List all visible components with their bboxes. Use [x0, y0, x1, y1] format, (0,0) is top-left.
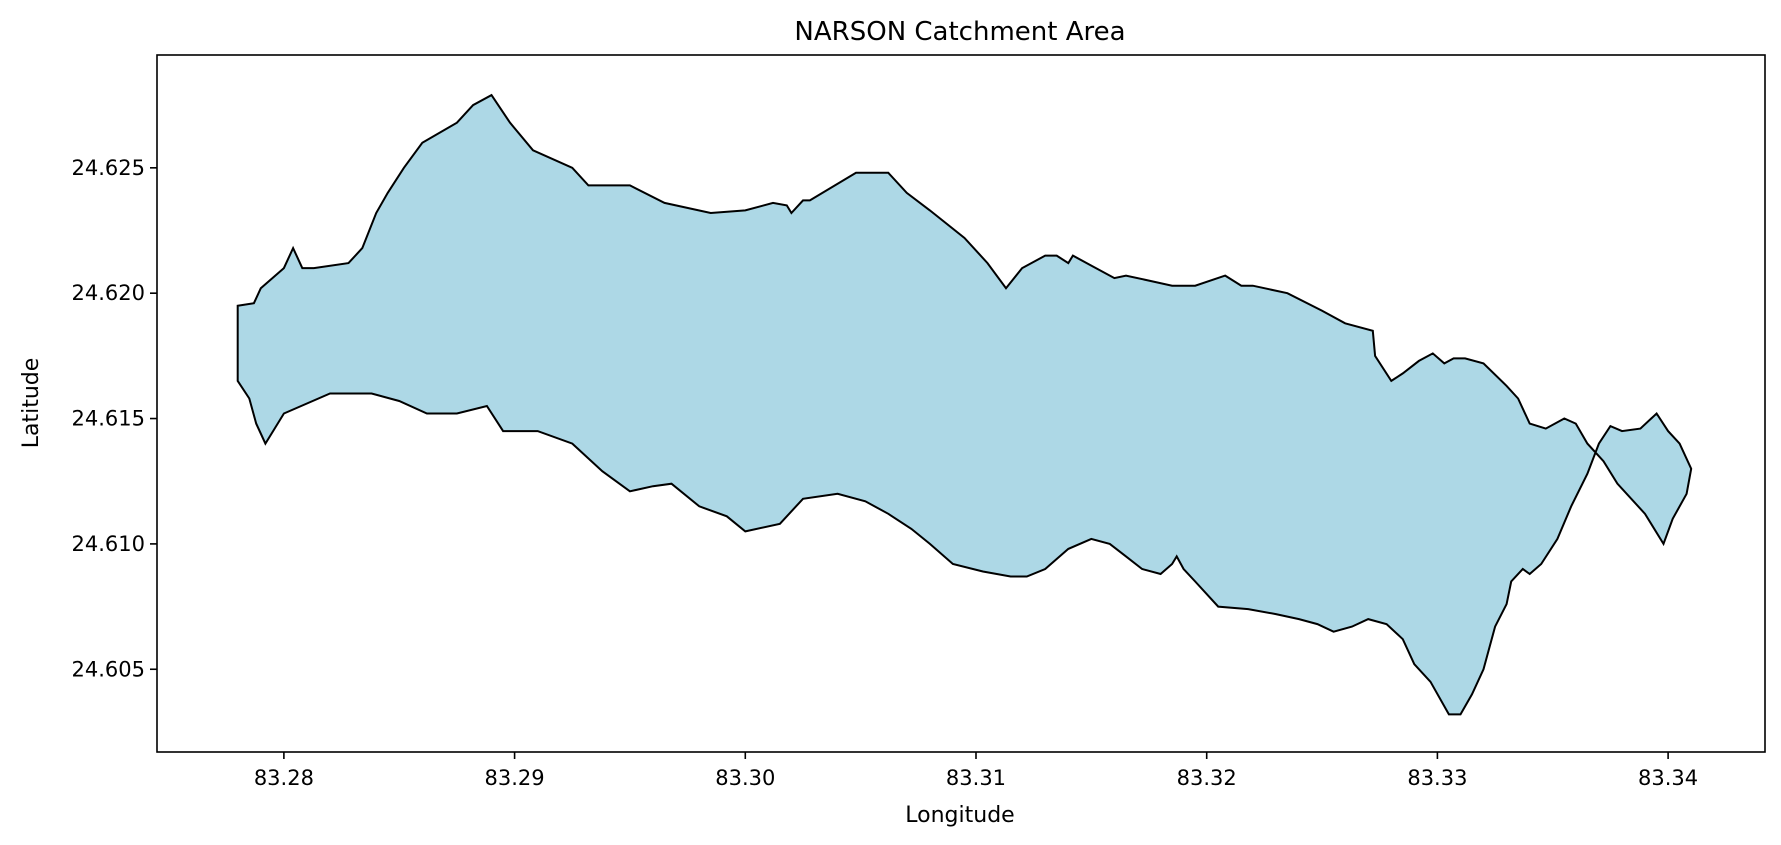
y-axis-label: Latitude [19, 358, 44, 449]
y-tick-label: 24.625 [72, 156, 145, 180]
x-tick-label: 83.31 [946, 766, 1006, 790]
x-axis-label: Longitude [905, 803, 1014, 828]
x-tick-label: 83.34 [1638, 766, 1698, 790]
x-tick-label: 83.32 [1177, 766, 1237, 790]
x-tick-label: 83.30 [715, 766, 775, 790]
plot-frame [156, 54, 1766, 753]
x-tick-label: 83.29 [485, 766, 545, 790]
y-tick-label: 24.605 [72, 657, 145, 681]
chart-title: NARSON Catchment Area [794, 17, 1125, 47]
x-axis-ticks: 83.28 83.29 83.30 83.31 83.32 83.33 83.34 [254, 752, 1698, 790]
y-axis-ticks: 24.605 24.610 24.615 24.620 24.625 [72, 156, 157, 681]
catchment-area-polygon [236, 93, 1693, 716]
y-tick-label: 24.610 [72, 532, 145, 556]
x-tick-label: 83.28 [254, 766, 314, 790]
x-tick-label: 83.33 [1407, 766, 1467, 790]
y-tick-label: 24.615 [72, 407, 145, 431]
y-tick-label: 24.620 [72, 281, 145, 305]
